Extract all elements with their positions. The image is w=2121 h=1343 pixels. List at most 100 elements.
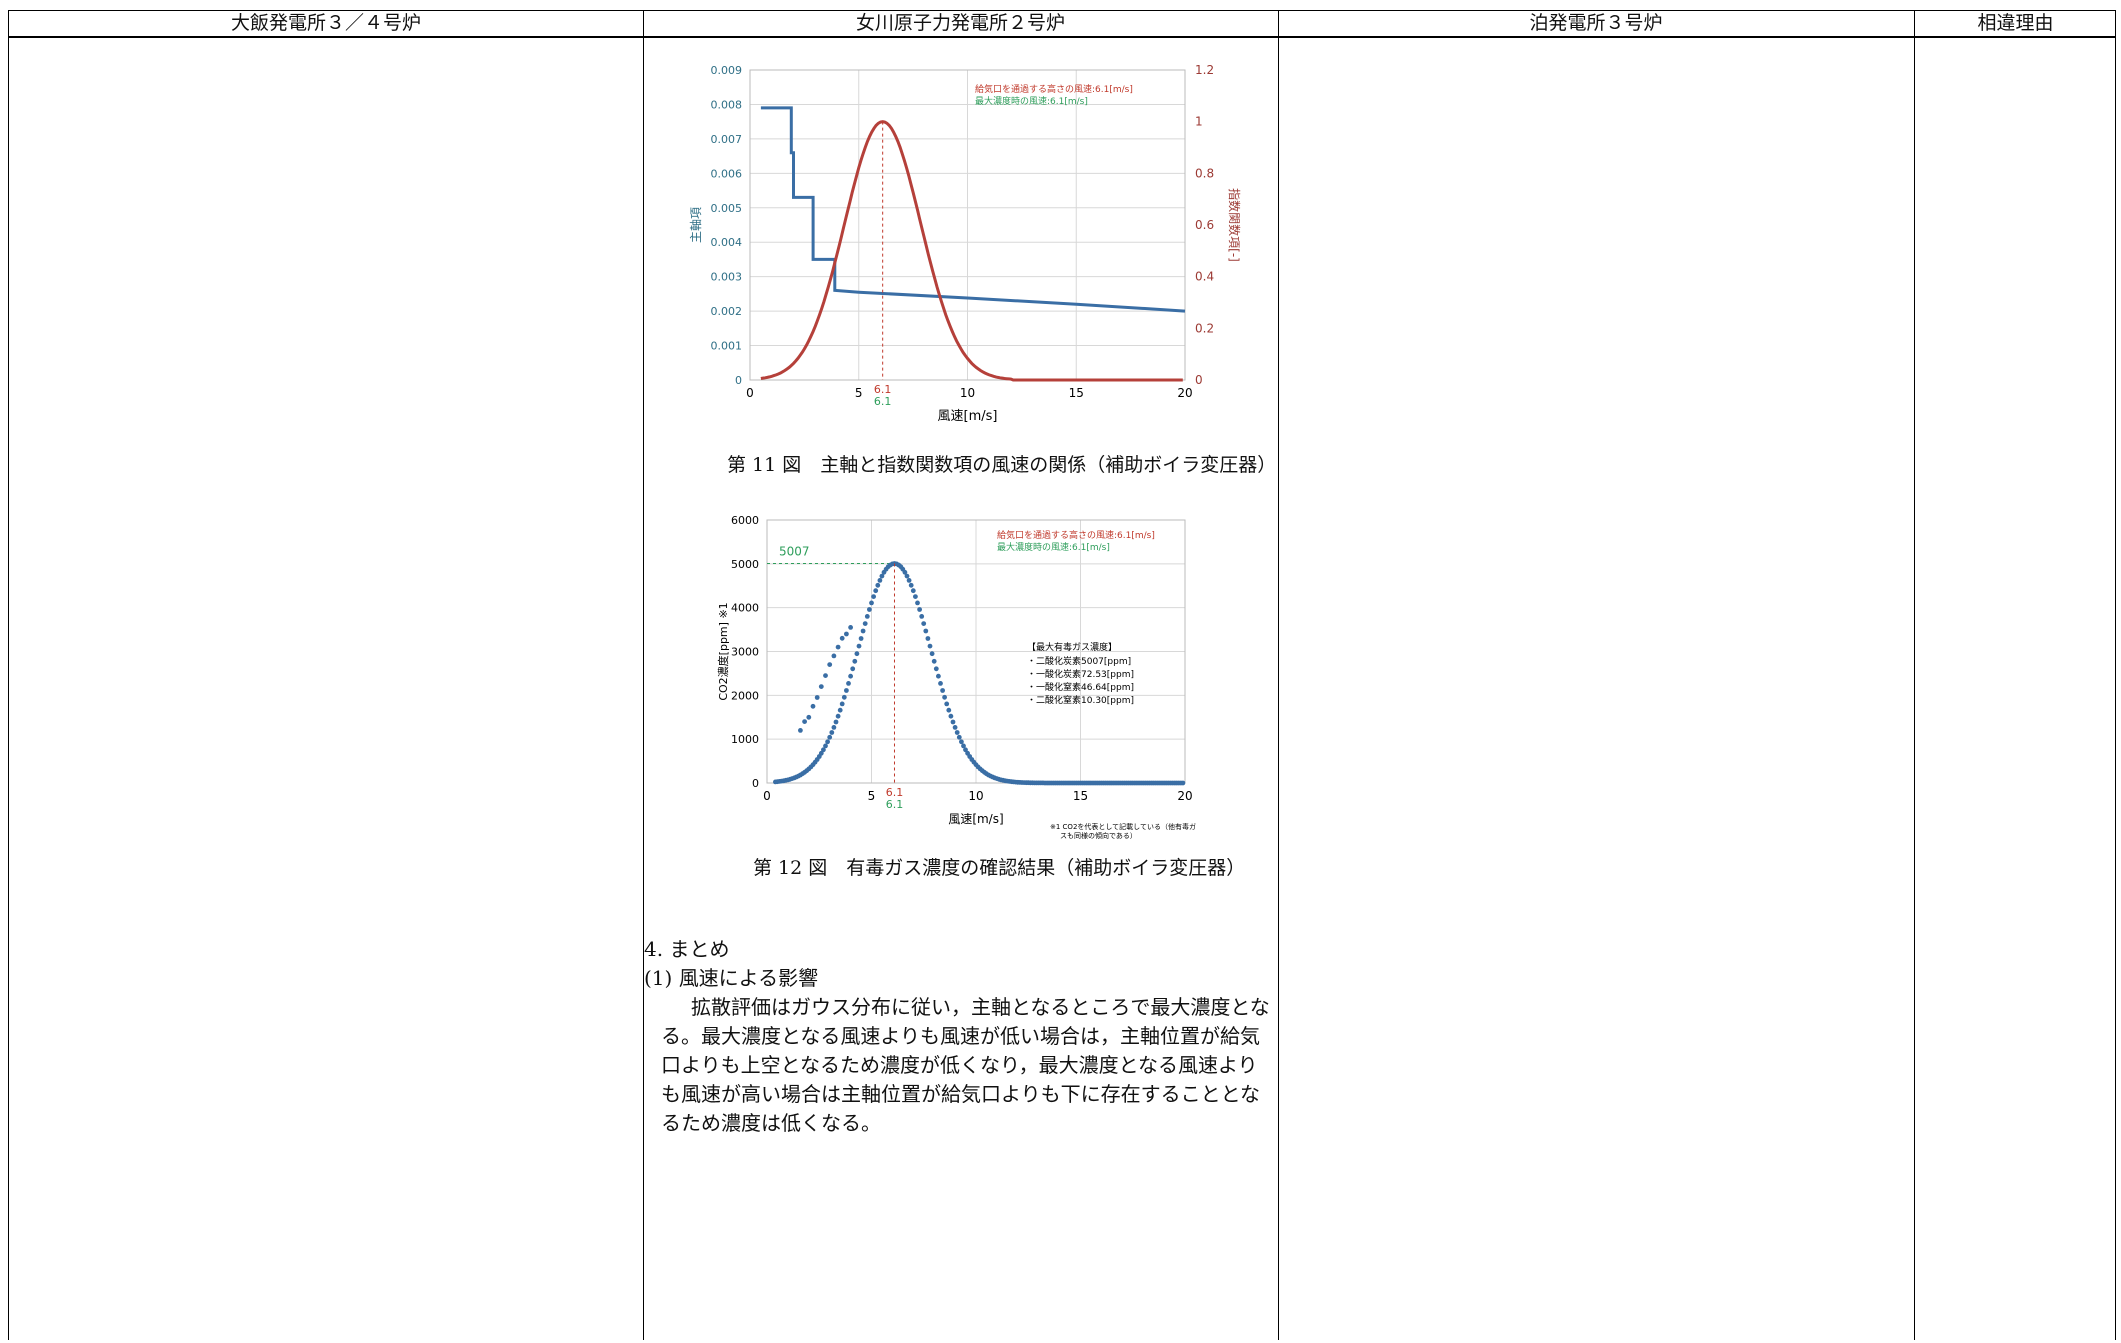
scatter-point	[946, 707, 952, 713]
scatter-point	[818, 750, 824, 756]
scatter-point	[844, 688, 849, 693]
scatter-point	[823, 743, 828, 749]
scatter-point	[837, 707, 843, 713]
peak-marker-red-label: 6.1	[886, 786, 904, 799]
scatter-point	[950, 719, 956, 725]
summary-line: 口よりも上空となるため濃度が低くなり，最大濃度となる風速より	[661, 1053, 1258, 1077]
y-tick-label: 0.002	[711, 305, 743, 318]
scatter-point	[844, 631, 849, 637]
scatter-point	[933, 666, 939, 672]
scatter-point	[814, 695, 820, 700]
scatter-point	[929, 651, 935, 657]
peak-marker-red-label: 6.1	[874, 383, 892, 396]
scatter-point	[850, 666, 856, 672]
scatter-point	[873, 588, 879, 594]
x-tick-label: 20	[1177, 789, 1192, 803]
scatter-point	[835, 644, 841, 650]
scatter-point	[927, 643, 933, 649]
x-tick-label: 15	[1073, 789, 1088, 803]
footnote-text: ※1 CO2を代表として記載している（他有毒ガ	[1050, 822, 1196, 831]
legend-red-text: 給気口を通過する高さの風速:6.1[m/s]	[997, 529, 1155, 541]
scatter-point	[919, 614, 925, 619]
scatter-point	[915, 600, 920, 606]
scatter-point	[875, 582, 881, 588]
scatter-point	[913, 594, 918, 599]
max-concentration-line: ・二酸化炭素5007[ppm]	[1027, 655, 1131, 667]
x-tick-label: 5	[855, 386, 863, 400]
x-tick-label: 15	[1069, 386, 1084, 400]
scatter-point	[829, 730, 835, 735]
footnote-text: スも同様の傾向である）	[1060, 831, 1137, 840]
y2-axis-label: 指数関数項[-]	[1227, 188, 1242, 262]
main-axis-series-line	[760, 106, 1186, 313]
y-tick-label: 6000	[731, 514, 759, 527]
scatter-point	[839, 701, 845, 707]
scatter-point	[871, 594, 876, 599]
legend-green-text: 最大濃度時の風速:6.1[m/s]	[997, 541, 1110, 553]
scatter-point	[867, 607, 872, 612]
y2-tick-label: 0	[1195, 373, 1203, 387]
scatter-point	[961, 743, 966, 749]
scatter-point	[906, 578, 912, 583]
summary-line: も風速が高い場合は主軸位置が給気口よりも下に存在することとな	[661, 1082, 1260, 1106]
y2-tick-label: 0.2	[1195, 321, 1214, 335]
y-tick-label: 0.004	[711, 236, 743, 249]
figure-12-chart: 0 1000 2000 3000 4000 5000 6000 0 5 10 15 20 5007 6.1…	[716, 514, 1196, 840]
x-tick-label: 10	[968, 789, 983, 803]
scatter-point	[963, 747, 968, 753]
scatter-point	[862, 621, 868, 626]
scatter-point	[827, 734, 833, 740]
scatter-point	[854, 651, 860, 657]
scatter-point	[848, 673, 853, 679]
scatter-point	[877, 578, 883, 583]
scatter-point	[879, 573, 885, 579]
scatter-point	[1180, 780, 1186, 786]
x-tick-label: 20	[1177, 386, 1192, 400]
scatter-point	[925, 636, 931, 641]
scatter-point	[818, 684, 824, 689]
y-tick-label: 0.003	[711, 271, 743, 284]
summary-line: る。最大濃度となる風速よりも風速が低い場合は，主軸位置が給気	[661, 1024, 1260, 1048]
peak-marker-green-label: 6.1	[874, 395, 892, 408]
legend-red-text: 給気口を通過する高さの風速:6.1[m/s]	[975, 83, 1133, 95]
figure-11-chart: 0 0.001 0.002 0.003 0.004 0.005 0.006 0.007 0.00…	[689, 63, 1242, 424]
y-tick-label: 0.001	[711, 340, 743, 353]
comparison-table: 大飯発電所３／４号炉 女川原子力発電所２号炉 泊発電所３号炉 相違理由	[8, 10, 2116, 1340]
scatter-point	[931, 658, 937, 664]
scatter-point	[956, 734, 962, 740]
scatter-point	[835, 713, 841, 719]
summary-line: 拡散評価はガウス分布に従い，主軸となるところで最大濃度とな	[691, 995, 1270, 1019]
max-concentration-line: ・一酸化窒素46.64[ppm]	[1027, 681, 1134, 693]
plot-area	[749, 69, 1186, 381]
y-axis-label: 主軸項	[689, 207, 703, 243]
scatter-point	[864, 614, 870, 619]
column-divider	[643, 11, 644, 1340]
scatter-point	[936, 673, 941, 679]
scatter-point	[860, 628, 866, 634]
y-tick-label: 5000	[731, 558, 759, 571]
scatter-point	[938, 681, 943, 686]
x-axis-label: 風速[m/s]	[948, 812, 1003, 826]
max-concentration-line: ・二酸化窒素10.30[ppm]	[1027, 694, 1134, 706]
scatter-point	[810, 703, 816, 709]
column-divider	[1914, 11, 1915, 1340]
y2-tick-label: 1	[1195, 115, 1203, 129]
exponential-series-line	[760, 120, 1183, 382]
scatter-point	[827, 662, 833, 667]
scatter-point	[904, 573, 910, 579]
y-tick-label: 0.008	[711, 98, 743, 111]
y2-tick-label: 1.2	[1195, 63, 1214, 77]
figure-12-caption: 第 12 図 有毒ガス濃度の確認結果（補助ボイラ変圧器）	[753, 857, 1246, 879]
y-tick-label: 0	[752, 777, 759, 790]
figure-11-caption: 第 11 図 主軸と指数関数項の風速の関係（補助ボイラ変圧器）	[727, 454, 1277, 476]
scatter-point	[831, 653, 837, 659]
scatter-point	[825, 739, 830, 745]
y-tick-label: 0.007	[711, 133, 743, 146]
scatter-point	[869, 600, 874, 606]
x-axis-label: 風速[m/s]	[938, 409, 998, 424]
scatter-point	[952, 725, 958, 730]
scatter-point	[856, 643, 862, 649]
y-tick-label: 0.009	[711, 64, 743, 77]
x-tick-label: 0	[746, 386, 754, 400]
scatter-point	[921, 621, 927, 626]
